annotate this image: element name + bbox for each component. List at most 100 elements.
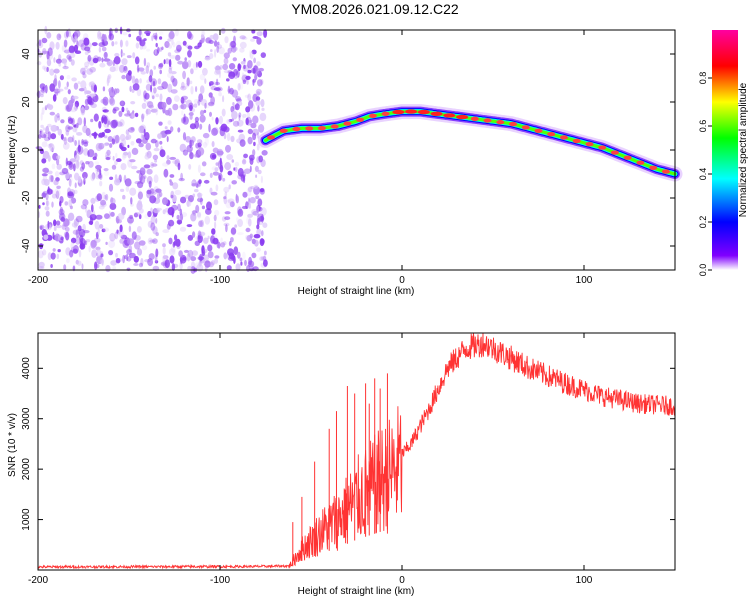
noise-speck	[180, 257, 183, 265]
noise-speck	[88, 245, 91, 253]
spectrogram-ytick-label: -20	[21, 190, 32, 205]
noise-speck	[58, 88, 64, 92]
snr-series-line	[37, 332, 676, 570]
noise-speck	[47, 52, 54, 60]
noise-speck	[153, 208, 160, 214]
noise-speck	[255, 99, 261, 107]
noise-speck	[139, 124, 147, 133]
noise-speck	[91, 204, 94, 213]
noise-speck	[82, 73, 87, 79]
ridge-peak	[534, 128, 543, 133]
noise-speck	[62, 65, 69, 70]
snr-ytick-label: 3000	[21, 407, 32, 430]
noise-speck	[94, 152, 98, 158]
noise-speck	[224, 163, 231, 169]
noise-speck	[178, 177, 185, 182]
noise-speck	[245, 75, 251, 80]
noise-speck	[245, 106, 251, 113]
noise-speck	[147, 237, 154, 245]
noise-speck	[141, 113, 145, 123]
noise-speck	[127, 127, 135, 133]
noise-speck	[190, 261, 196, 271]
noise-speck	[153, 65, 156, 70]
noise-speck	[155, 248, 159, 258]
noise-speck	[159, 149, 166, 158]
noise-speck	[108, 250, 114, 256]
noise-speck	[246, 216, 250, 225]
noise-speck	[102, 109, 109, 113]
noise-speck	[127, 151, 132, 159]
noise-speck	[73, 44, 78, 53]
noise-speck	[242, 191, 248, 198]
noise-speck	[56, 112, 60, 118]
noise-speck	[98, 46, 102, 53]
noise-speck	[208, 261, 214, 268]
noise-speck	[106, 109, 112, 115]
noise-speck	[181, 110, 184, 116]
noise-speck	[204, 137, 209, 146]
noise-speck	[158, 31, 164, 35]
snr-xtick-label: 0	[399, 575, 405, 586]
noise-speck	[155, 217, 158, 224]
noise-speck	[192, 231, 196, 238]
noise-speck	[153, 87, 157, 94]
noise-speck	[139, 167, 146, 176]
noise-speck	[259, 256, 264, 262]
noise-speck	[82, 71, 86, 76]
noise-speck	[240, 61, 246, 65]
noise-speck	[69, 52, 76, 59]
noise-speck	[239, 139, 246, 147]
noise-speck	[137, 181, 144, 189]
noise-speck	[74, 140, 77, 146]
noise-speck	[84, 51, 89, 56]
colorbar-label: Normalized spectral amplitude	[738, 82, 749, 217]
noise-speck	[197, 60, 203, 68]
noise-speck	[72, 135, 75, 143]
noise-speck	[140, 71, 146, 75]
noise-speck	[122, 151, 128, 158]
noise-speck	[207, 235, 210, 240]
noise-speck	[82, 199, 89, 206]
noise-speck	[198, 179, 202, 185]
noise-speck	[215, 184, 219, 192]
colorbar-tick-label: 0.4	[698, 168, 708, 181]
noise-speck	[263, 29, 268, 38]
ridge-peak	[368, 113, 377, 119]
ridge-peak	[636, 160, 645, 165]
noise-speck	[224, 216, 231, 221]
noise-speck	[183, 249, 190, 253]
noise-speck	[89, 93, 96, 97]
noise-speck	[90, 118, 94, 123]
noise-speck	[260, 207, 267, 216]
noise-speck	[169, 156, 177, 160]
noise-speck	[162, 162, 169, 167]
noise-speck	[231, 110, 238, 120]
noise-speck	[125, 40, 129, 47]
noise-speck	[180, 172, 184, 181]
noise-speck	[223, 186, 230, 193]
noise-speck	[139, 39, 146, 47]
noise-speck	[150, 84, 153, 93]
noise-speck	[74, 236, 81, 245]
noise-speck	[231, 180, 237, 185]
noise-speck	[114, 178, 121, 186]
noise-speck	[244, 94, 250, 98]
noise-speck	[258, 67, 265, 72]
noise-speck	[52, 248, 56, 252]
noise-speck	[83, 141, 89, 147]
noise-speck	[133, 212, 141, 217]
noise-speck	[116, 229, 121, 235]
noise-speck	[177, 203, 181, 211]
noise-speck	[88, 220, 94, 225]
noise-speck	[214, 167, 219, 172]
noise-speck	[204, 263, 208, 273]
noise-speck	[51, 193, 57, 199]
noise-speck	[194, 153, 198, 158]
noise-speck	[256, 205, 260, 213]
noise-speck	[249, 119, 253, 124]
noise-speck	[252, 132, 257, 141]
noise-speck	[257, 79, 263, 87]
noise-speck	[196, 180, 201, 186]
noise-speck	[69, 158, 77, 163]
noise-speck	[132, 83, 140, 91]
